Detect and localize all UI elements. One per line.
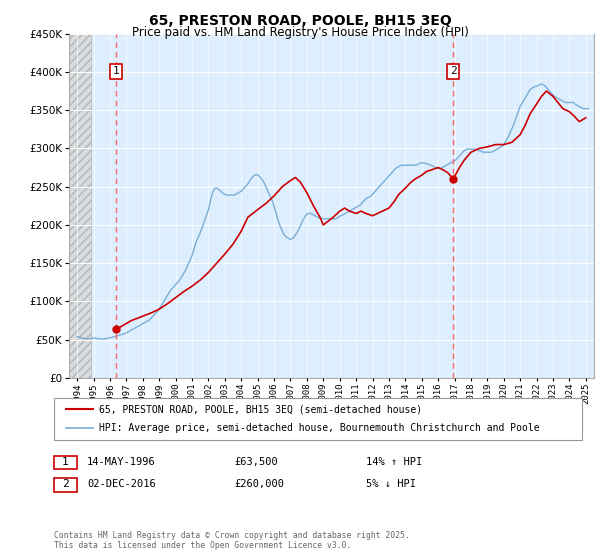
Text: £260,000: £260,000: [234, 479, 284, 489]
Text: 2: 2: [62, 479, 69, 489]
Text: 5% ↓ HPI: 5% ↓ HPI: [366, 479, 416, 489]
Text: 14% ↑ HPI: 14% ↑ HPI: [366, 457, 422, 467]
Text: HPI: Average price, semi-detached house, Bournemouth Christchurch and Poole: HPI: Average price, semi-detached house,…: [99, 423, 539, 433]
Text: £63,500: £63,500: [234, 457, 278, 467]
Text: 65, PRESTON ROAD, POOLE, BH15 3EQ (semi-detached house): 65, PRESTON ROAD, POOLE, BH15 3EQ (semi-…: [99, 404, 422, 414]
Text: 2: 2: [450, 67, 457, 77]
Text: 65, PRESTON ROAD, POOLE, BH15 3EQ: 65, PRESTON ROAD, POOLE, BH15 3EQ: [149, 14, 451, 28]
Bar: [69, 34, 91, 378]
Text: 1: 1: [113, 67, 119, 77]
Text: 14-MAY-1996: 14-MAY-1996: [87, 457, 156, 467]
Text: 1: 1: [62, 457, 69, 467]
Text: Price paid vs. HM Land Registry's House Price Index (HPI): Price paid vs. HM Land Registry's House …: [131, 26, 469, 39]
Text: 02-DEC-2016: 02-DEC-2016: [87, 479, 156, 489]
Text: Contains HM Land Registry data © Crown copyright and database right 2025.
This d: Contains HM Land Registry data © Crown c…: [54, 530, 410, 550]
